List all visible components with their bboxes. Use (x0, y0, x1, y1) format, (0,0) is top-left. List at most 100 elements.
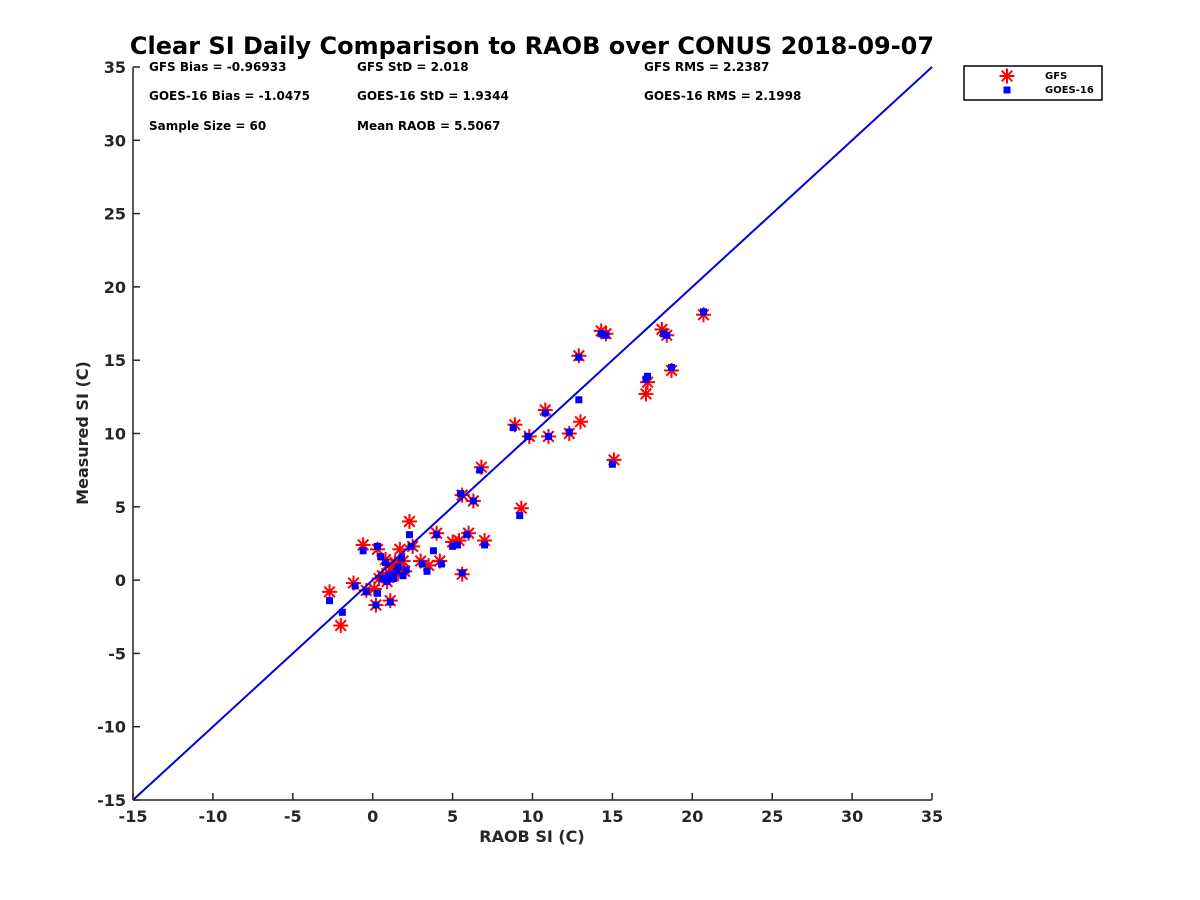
goes16-point (383, 578, 391, 586)
goes16-point (393, 567, 401, 575)
goes16-point (378, 575, 386, 583)
x-tick-label: -5 (284, 807, 302, 826)
x-tick-label: 30 (841, 807, 863, 826)
goes16-point (359, 547, 367, 555)
goes16-point (509, 424, 517, 432)
legend-goes-marker (1003, 86, 1011, 94)
y-tick-label: 10 (104, 425, 126, 444)
stat-gfs-rms: GFS RMS = 2.2387 (644, 60, 769, 74)
goes16-point (388, 570, 396, 578)
goes16-point (377, 553, 385, 561)
gfs-point (638, 386, 654, 402)
x-tick-label: 10 (521, 807, 543, 826)
goes16-point (449, 542, 457, 550)
goes16-point (423, 567, 431, 575)
x-tick-label: 25 (761, 807, 783, 826)
goes16-point (433, 531, 441, 539)
gfs-point (322, 584, 338, 600)
x-tick-label: 15 (601, 807, 623, 826)
plot-area (132, 66, 933, 801)
goes16-point (608, 460, 616, 468)
goes16-point (437, 560, 445, 568)
legend-box (963, 65, 1103, 101)
y-axis-label: Measured SI (C) (73, 361, 92, 505)
goes16-point (405, 531, 413, 539)
stat-mean-raob: Mean RAOB = 5.5067 (357, 119, 501, 133)
goes16-point (597, 330, 605, 338)
goes16-point (397, 554, 405, 562)
goes16-point (453, 541, 461, 549)
y-tick-label: 25 (104, 205, 126, 224)
y-tick-label: 5 (115, 498, 126, 517)
y-tick-label: 15 (104, 351, 126, 370)
goes16-point (699, 308, 707, 316)
legend: GFS GOES-16 (963, 65, 1103, 101)
y-tick-label: -5 (108, 644, 126, 663)
legend-gfs-symbol (999, 68, 1015, 84)
gfs-point (572, 414, 588, 430)
x-tick-label: -15 (119, 807, 148, 826)
y-tick-label: 30 (104, 131, 126, 150)
goes16-point (407, 542, 415, 550)
x-axis-label: RAOB SI (C) (479, 827, 584, 846)
goes16-point (338, 608, 346, 616)
gfs-point (477, 533, 493, 549)
x-tick-label: -10 (198, 807, 227, 826)
goes16-point (668, 364, 676, 372)
x-tick-label: 0 (367, 807, 378, 826)
goes16-point (575, 396, 583, 404)
legend-gfs-label: GFS (1045, 71, 1067, 82)
goes16-point (544, 432, 552, 440)
goes16-point (381, 559, 389, 567)
reference-line (132, 66, 933, 801)
stat-goes-std: GOES-16 StD = 1.9344 (357, 89, 509, 103)
goes16-point (389, 575, 397, 583)
goes16-point (469, 497, 477, 505)
goes16-point (565, 428, 573, 436)
x-ticks: -15 -10 -5 0 5 10 15 20 25 30 35 (119, 793, 943, 826)
goes16-point (663, 331, 671, 339)
stat-gfs-bias: GFS Bias = -0.96933 (149, 60, 286, 74)
goes16-point (402, 566, 410, 574)
stats-block: GFS Bias = -0.96933 GFS StD = 2.018 GFS … (149, 60, 801, 133)
goes16-point (575, 353, 583, 361)
goes16-point (386, 598, 394, 606)
x-tick-label: 20 (681, 807, 703, 826)
goes16-point (373, 589, 381, 597)
goes16-point (524, 432, 532, 440)
goes16-point (373, 542, 381, 550)
goes16-point (463, 531, 471, 539)
y-tick-label: -10 (97, 718, 126, 737)
y-ticks: -15 -10 -5 0 5 10 15 20 25 30 35 (97, 58, 140, 810)
gfs-point (401, 513, 417, 529)
goes16-point (481, 541, 489, 549)
y-tick-label: -15 (97, 791, 126, 810)
x-tick-label: 35 (921, 807, 943, 826)
stat-goes-rms: GOES-16 RMS = 2.1998 (644, 89, 801, 103)
y-tick-label: 0 (115, 571, 126, 590)
goes16-point (399, 572, 407, 580)
stat-gfs-std: GFS StD = 2.018 (357, 60, 469, 74)
legend-goes-label: GOES-16 (1045, 85, 1094, 96)
goes16-point (326, 597, 334, 605)
chart-title: Clear SI Daily Comparison to RAOB over C… (130, 32, 934, 60)
y-tick-label: 20 (104, 278, 126, 297)
legend-goes-symbol (1003, 86, 1011, 94)
stat-sample-size: Sample Size = 60 (149, 119, 266, 133)
goes16-point (476, 466, 484, 474)
x-tick-label: 5 (447, 807, 458, 826)
goes16-point (644, 372, 652, 380)
goes16-point (541, 409, 549, 417)
gfs-point (333, 618, 349, 634)
y-tick-label: 35 (104, 58, 126, 77)
goes16-point (372, 601, 380, 609)
goes16-point (429, 547, 437, 555)
goes16-point (362, 588, 370, 596)
goes16-point (602, 331, 610, 339)
goes16-point (418, 560, 426, 568)
goes16-point (351, 582, 359, 590)
goes16-point (457, 490, 465, 498)
legend-gfs-marker (999, 68, 1015, 84)
